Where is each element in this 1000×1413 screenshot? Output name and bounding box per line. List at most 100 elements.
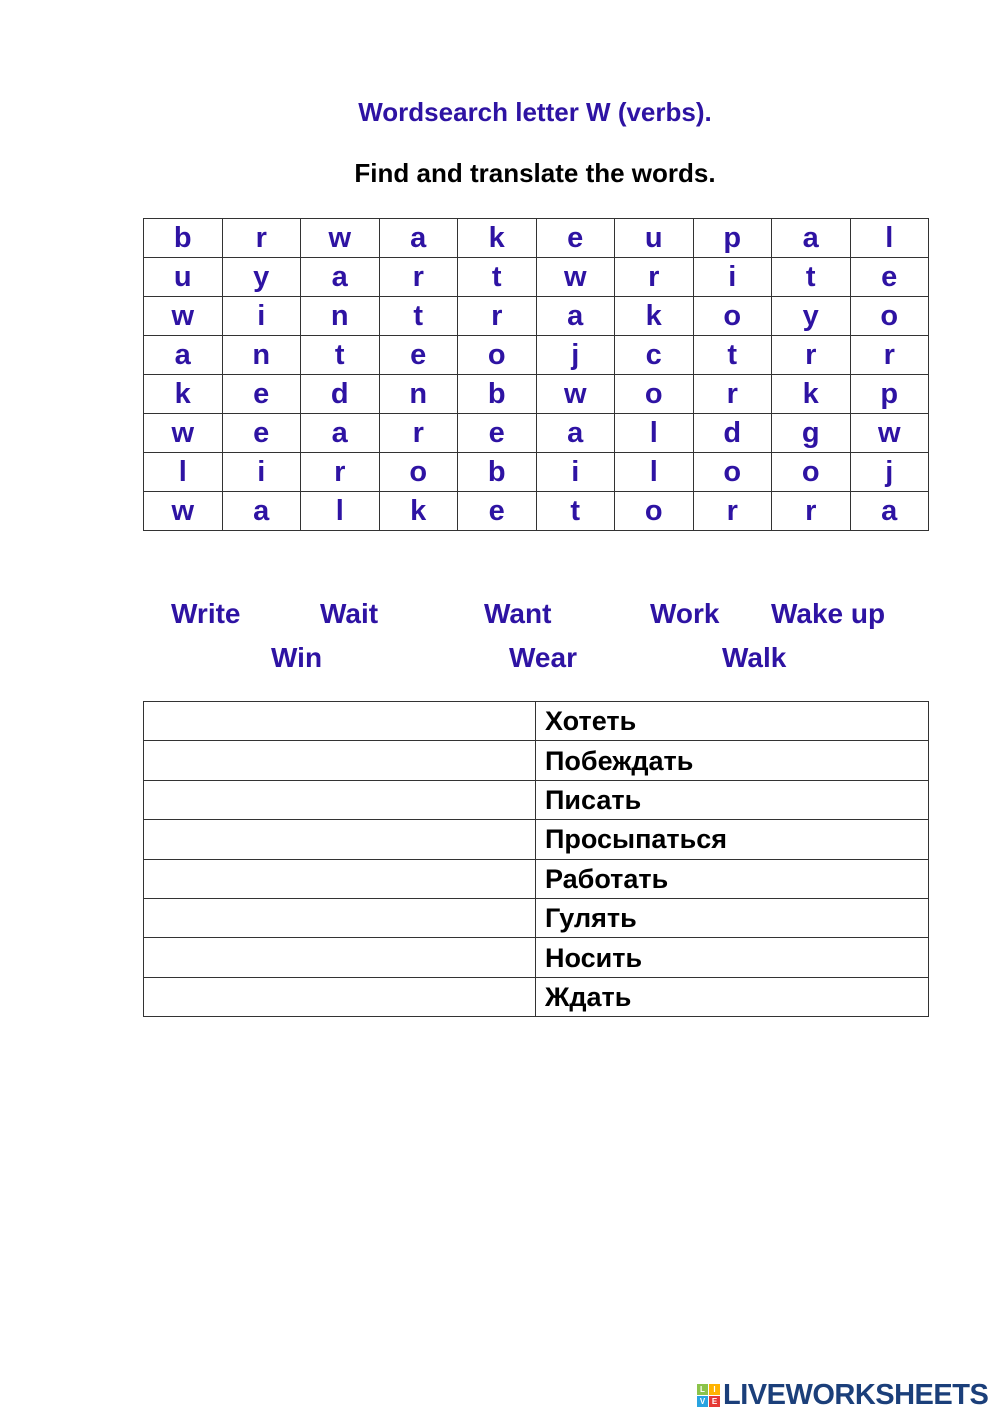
grid-cell[interactable]: o bbox=[849, 296, 929, 336]
grid-cell[interactable]: k bbox=[457, 218, 537, 258]
grid-cell[interactable]: w bbox=[535, 374, 615, 414]
grid-cell[interactable]: a bbox=[535, 296, 615, 336]
grid-cell[interactable]: o bbox=[692, 452, 772, 492]
grid-cell[interactable]: e bbox=[457, 491, 537, 531]
grid-cell[interactable]: j bbox=[535, 335, 615, 375]
grid-cell[interactable]: a bbox=[849, 491, 929, 531]
grid-cell[interactable]: t bbox=[378, 296, 458, 336]
grid-cell[interactable]: r bbox=[771, 335, 851, 375]
grid-cell[interactable]: w bbox=[535, 257, 615, 297]
grid-cell[interactable]: g bbox=[771, 413, 851, 453]
grid-cell[interactable]: e bbox=[221, 413, 301, 453]
grid-cell[interactable]: r bbox=[221, 218, 301, 258]
russian-word: Гулять bbox=[535, 897, 929, 939]
grid-cell[interactable]: t bbox=[300, 335, 380, 375]
answer-input-cell[interactable] bbox=[143, 779, 536, 821]
answer-input-cell[interactable] bbox=[143, 937, 536, 978]
grid-cell[interactable]: r bbox=[378, 257, 458, 297]
grid-cell[interactable]: e bbox=[221, 374, 301, 414]
grid-cell[interactable]: k bbox=[378, 491, 458, 531]
grid-cell[interactable]: t bbox=[692, 335, 772, 375]
grid-cell[interactable]: p bbox=[692, 218, 772, 258]
grid-cell[interactable]: i bbox=[535, 452, 615, 492]
grid-cell[interactable]: a bbox=[300, 257, 380, 297]
grid-cell[interactable]: l bbox=[849, 218, 929, 258]
grid-cell[interactable]: j bbox=[849, 452, 929, 492]
grid-cell[interactable]: l bbox=[143, 452, 223, 492]
grid-cell[interactable]: r bbox=[300, 452, 380, 492]
russian-word: Писать bbox=[535, 779, 929, 821]
grid-cell[interactable]: c bbox=[614, 335, 694, 375]
grid-cell[interactable]: o bbox=[457, 335, 537, 375]
grid-cell[interactable]: l bbox=[300, 491, 380, 531]
grid-cell[interactable]: k bbox=[771, 374, 851, 414]
grid-cell[interactable]: l bbox=[614, 413, 694, 453]
grid-cell[interactable]: o bbox=[692, 296, 772, 336]
grid-cell[interactable]: i bbox=[221, 296, 301, 336]
grid-cell[interactable]: n bbox=[221, 335, 301, 375]
grid-cell[interactable]: e bbox=[849, 257, 929, 297]
answer-input-cell[interactable] bbox=[143, 976, 536, 1018]
grid-cell[interactable]: k bbox=[143, 374, 223, 414]
grid-cell[interactable]: r bbox=[378, 413, 458, 453]
grid-cell[interactable]: w bbox=[143, 413, 223, 453]
grid-cell[interactable]: k bbox=[614, 296, 694, 336]
grid-cell[interactable]: o bbox=[614, 374, 694, 414]
grid-cell[interactable]: p bbox=[849, 374, 929, 414]
grid-cell[interactable]: u bbox=[614, 218, 694, 258]
grid-cell[interactable]: y bbox=[221, 257, 301, 297]
answer-input-cell[interactable] bbox=[143, 740, 536, 781]
grid-cell[interactable]: w bbox=[143, 491, 223, 531]
grid-cell[interactable]: d bbox=[300, 374, 380, 414]
translation-row: Гулять bbox=[143, 897, 929, 939]
grid-cell[interactable]: n bbox=[378, 374, 458, 414]
grid-cell[interactable]: a bbox=[535, 413, 615, 453]
grid-cell[interactable]: a bbox=[378, 218, 458, 258]
grid-cell[interactable]: r bbox=[614, 257, 694, 297]
grid-cell[interactable]: o bbox=[771, 452, 851, 492]
word-bank-item: Write bbox=[171, 598, 241, 629]
grid-cell[interactable]: e bbox=[378, 335, 458, 375]
grid-cell[interactable]: o bbox=[614, 491, 694, 531]
grid-cell[interactable]: b bbox=[143, 218, 223, 258]
grid-cell[interactable]: i bbox=[221, 452, 301, 492]
grid-cell[interactable]: l bbox=[614, 452, 694, 492]
grid-cell[interactable]: w bbox=[849, 413, 929, 453]
answer-input-cell[interactable] bbox=[143, 700, 536, 742]
grid-cell[interactable]: b bbox=[457, 374, 537, 414]
grid-cell[interactable]: w bbox=[143, 296, 223, 336]
answer-input-cell[interactable] bbox=[143, 897, 536, 939]
grid-cell[interactable]: b bbox=[457, 452, 537, 492]
answer-input-cell[interactable] bbox=[143, 819, 536, 860]
grid-cell[interactable]: r bbox=[692, 374, 772, 414]
answer-input-cell[interactable] bbox=[143, 858, 536, 899]
translation-row: Хотеть bbox=[143, 700, 929, 742]
grid-cell[interactable]: t bbox=[457, 257, 537, 297]
grid-cell[interactable]: w bbox=[300, 218, 380, 258]
grid-cell[interactable]: o bbox=[378, 452, 458, 492]
grid-cell[interactable]: a bbox=[771, 218, 851, 258]
grid-cell[interactable]: e bbox=[457, 413, 537, 453]
grid-cell[interactable]: y bbox=[771, 296, 851, 336]
grid-cell[interactable]: r bbox=[849, 335, 929, 375]
grid-cell[interactable]: n bbox=[300, 296, 380, 336]
grid-cell[interactable]: i bbox=[692, 257, 772, 297]
russian-word: Работать bbox=[535, 858, 929, 899]
grid-cell[interactable]: t bbox=[771, 257, 851, 297]
grid-cell[interactable]: a bbox=[143, 335, 223, 375]
grid-cell[interactable]: a bbox=[300, 413, 380, 453]
grid-cell[interactable]: r bbox=[692, 491, 772, 531]
russian-word: Просыпаться bbox=[535, 819, 929, 860]
grid-cell[interactable]: a bbox=[221, 491, 301, 531]
grid-cell[interactable]: d bbox=[692, 413, 772, 453]
instructions: Find and translate the words. bbox=[354, 158, 716, 188]
grid-cell[interactable]: u bbox=[143, 257, 223, 297]
grid-cell[interactable]: t bbox=[535, 491, 615, 531]
grid-cell[interactable]: r bbox=[457, 296, 537, 336]
grid-cell[interactable]: r bbox=[771, 491, 851, 531]
grid-cell[interactable]: e bbox=[535, 218, 615, 258]
